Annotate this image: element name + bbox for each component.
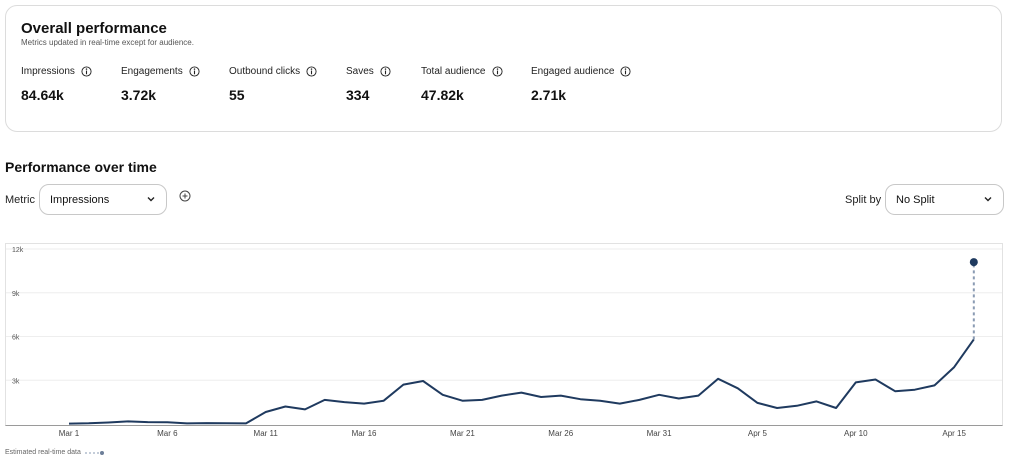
info-icon[interactable] <box>380 66 391 77</box>
metric-dropdown-value: Impressions <box>50 193 110 206</box>
metric-engagements: Engagements 3.72k <box>121 66 200 103</box>
x-tick-label: Mar 16 <box>352 429 377 438</box>
metric-label: Total audience <box>421 66 486 77</box>
metric-value: 334 <box>346 87 370 103</box>
chevron-down-icon <box>147 197 155 202</box>
add-metric-icon[interactable] <box>179 190 191 202</box>
y-tick-label: 6k <box>12 335 20 342</box>
x-tick-label: Mar 1 <box>59 429 80 438</box>
x-tick-label: Apr 5 <box>748 429 768 438</box>
metric-value: 47.82k <box>421 87 464 103</box>
overall-performance-card: Overall performance Metrics updated in r… <box>5 5 1002 132</box>
split-by-label: Split by <box>845 194 882 206</box>
metric-label: Engagements <box>121 66 183 77</box>
overall-performance-title: Overall performance <box>21 20 167 37</box>
info-icon[interactable] <box>81 66 92 77</box>
y-tick-label: 12k <box>12 247 24 254</box>
series-line-impressions <box>68 338 975 425</box>
metric-value: 55 <box>229 87 245 103</box>
metric-value: 2.71k <box>531 87 567 103</box>
metric-impressions: Impressions 84.64k <box>21 66 92 103</box>
metric-saves: Saves 334 <box>346 66 391 103</box>
info-icon[interactable] <box>620 66 631 77</box>
performance-over-time-title: Performance over time <box>5 159 157 175</box>
metric-selector-label: Metric <box>5 194 35 206</box>
metric-total-audience: Total audience 47.82k <box>421 66 503 103</box>
x-tick-label: Mar 31 <box>647 429 672 438</box>
estimated-point <box>969 258 978 267</box>
legend-label: Estimated real-time data <box>5 449 81 456</box>
performance-line-chart: 3k 6k 9k 12k Mar 1 Mar 6 Mar 11 Mar 16 Mar 21 Mar… <box>6 247 1002 438</box>
info-icon[interactable] <box>306 66 317 77</box>
metric-label: Saves <box>346 66 374 77</box>
y-tick-label: 3k <box>12 378 20 385</box>
chevron-down-icon <box>984 197 992 202</box>
metric-label: Outbound clicks <box>229 66 301 77</box>
overall-performance-subtitle: Metrics updated in real-time except for … <box>21 38 194 47</box>
metric-value: 84.64k <box>21 87 64 103</box>
legend: Estimated real-time data <box>5 449 105 456</box>
metric-label: Engaged audience <box>531 66 615 77</box>
metric-label: Impressions <box>21 66 75 77</box>
split-by-dropdown[interactable]: No Split <box>885 184 1004 215</box>
x-tick-label: Apr 10 <box>844 429 868 438</box>
info-icon[interactable] <box>491 66 503 77</box>
dashed-line-dot-icon <box>84 450 104 455</box>
metric-engaged-audience: Engaged audience 2.71k <box>531 66 631 103</box>
x-tick-label: Apr 15 <box>942 429 966 438</box>
metric-dropdown[interactable]: Impressions <box>39 184 167 215</box>
x-tick-label: Mar 11 <box>254 429 279 438</box>
split-by-dropdown-value: No Split <box>896 193 935 206</box>
y-tick-label: 9k <box>12 291 20 298</box>
info-icon[interactable] <box>189 66 200 77</box>
x-tick-label: Mar 21 <box>450 429 475 438</box>
metric-value: 3.72k <box>121 87 157 103</box>
x-tick-label: Mar 6 <box>157 429 178 438</box>
x-tick-label: Mar 26 <box>548 429 573 438</box>
metric-outbound-clicks: Outbound clicks 55 <box>229 66 317 103</box>
